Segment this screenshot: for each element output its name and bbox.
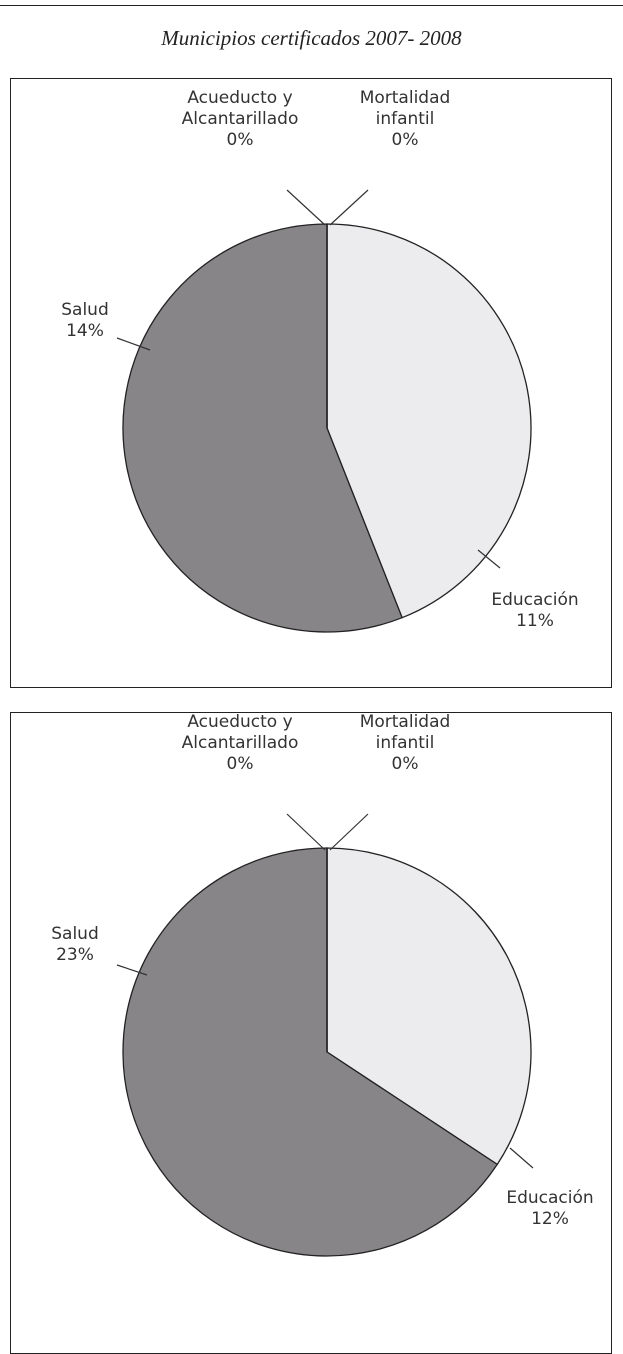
- slice-value: 11%: [516, 611, 554, 631]
- leader-line: [116, 964, 148, 976]
- slice-name: Salud: [51, 924, 99, 944]
- slice-label: Mortalidad infantil 0%: [350, 88, 460, 151]
- slice-name: Mortalidad infantil: [359, 712, 451, 753]
- slice-label: Educación 11%: [470, 590, 600, 632]
- slice-label: Mortalidad infantil 0%: [350, 712, 460, 775]
- slice-value: 0%: [226, 754, 254, 774]
- slice-name: Educación: [506, 1188, 594, 1208]
- chart-title: Municipios certificados 2007- 2008: [161, 26, 462, 50]
- pie-slice: [122, 223, 403, 633]
- slice-name: Acueducto y Alcantarillado: [181, 88, 299, 129]
- slice-value: 12%: [531, 1209, 569, 1229]
- slice-label: Educación 12%: [490, 1188, 610, 1230]
- slice-label: Acueducto y Alcantarillado 0%: [160, 712, 320, 775]
- leader-line: [329, 189, 369, 226]
- slice-label: Salud 14%: [40, 300, 130, 342]
- top-rule: [0, 5, 623, 6]
- slice-label: Acueducto y Alcantarillado 0%: [160, 88, 320, 151]
- slice-name: Educación: [491, 590, 579, 610]
- slice-value: 0%: [226, 130, 254, 150]
- slice-value: 23%: [56, 945, 94, 965]
- slice-value: 0%: [391, 130, 419, 150]
- slice-value: 14%: [66, 321, 104, 341]
- leader-line: [286, 189, 326, 226]
- slice-name: Salud: [61, 300, 109, 320]
- leader-line: [329, 813, 369, 851]
- pie-slice: [326, 223, 532, 619]
- pie-slice: [122, 847, 499, 1257]
- leader-line: [116, 337, 151, 351]
- slice-name: Mortalidad infantil: [359, 88, 451, 129]
- leader-line: [509, 1147, 534, 1169]
- leader-line: [286, 813, 326, 851]
- slice-value: 0%: [391, 754, 419, 774]
- leader-line: [477, 549, 501, 569]
- slice-label: Salud 23%: [30, 924, 120, 966]
- chart-frame: [10, 78, 612, 688]
- slice-name: Acueducto y Alcantarillado: [181, 712, 299, 753]
